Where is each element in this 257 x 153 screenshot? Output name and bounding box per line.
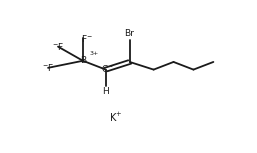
Text: K$^{+}$: K$^{+}$ <box>109 111 122 124</box>
Text: H: H <box>103 87 109 96</box>
Text: B: B <box>80 56 86 65</box>
Text: F$^{-}$: F$^{-}$ <box>81 33 93 44</box>
Text: ·: · <box>110 62 114 72</box>
Text: $^{-}$F: $^{-}$F <box>52 41 64 52</box>
Text: Br: Br <box>124 29 134 38</box>
Text: C: C <box>102 65 108 74</box>
Text: 3+: 3+ <box>90 51 99 56</box>
Text: $^{-}$F: $^{-}$F <box>42 62 54 73</box>
